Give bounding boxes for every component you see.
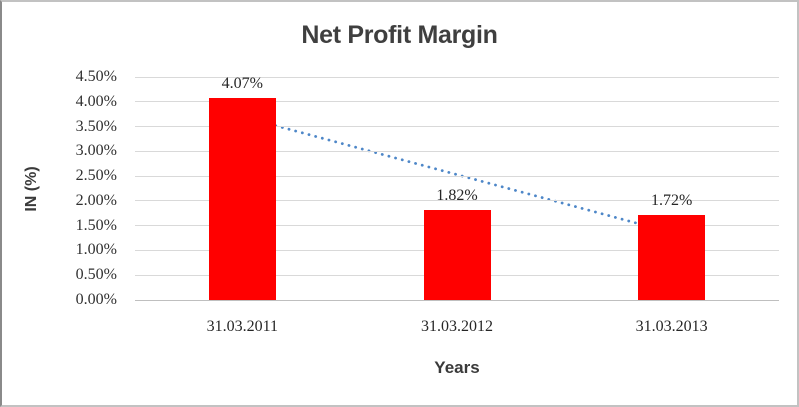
bar-31.03.2012 (423, 209, 491, 300)
gridline (135, 150, 779, 152)
y-tick-label: 4.50% (75, 68, 117, 85)
gridline (135, 76, 779, 78)
bar-data-label: 1.82% (436, 186, 478, 204)
bar-31.03.2011 (208, 98, 276, 300)
y-tick-label: 4.00% (75, 92, 117, 110)
y-tick-label: 1.00% (75, 241, 117, 259)
y-tick-label: 1.50% (75, 216, 117, 234)
x-category-label: 31.03.2011 (206, 318, 279, 335)
y-tick-label: 2.50% (75, 167, 117, 185)
y-tick-label: 3.00% (75, 142, 117, 160)
gridline (135, 101, 779, 103)
y-tick-label: 3.50% (75, 117, 117, 135)
x-axis-title: Years (434, 358, 480, 377)
y-tick-label: 0.00% (75, 291, 117, 308)
gridline (135, 175, 779, 177)
chart-title: Net Profit Margin (301, 21, 498, 49)
gridline (135, 200, 779, 202)
gridline (135, 126, 779, 128)
gridline (135, 299, 779, 301)
bar-data-label: 4.07% (221, 75, 263, 93)
y-tick-label: 2.00% (75, 191, 117, 209)
x-category-label: 31.03.2013 (635, 318, 708, 335)
x-category-label: 31.03.2012 (421, 318, 493, 335)
bar-31.03.2013 (638, 214, 706, 300)
y-axis-title: IN (%) (23, 166, 40, 212)
bar-data-label: 1.72% (650, 191, 693, 209)
y-tick-label: 0.50% (75, 266, 117, 284)
